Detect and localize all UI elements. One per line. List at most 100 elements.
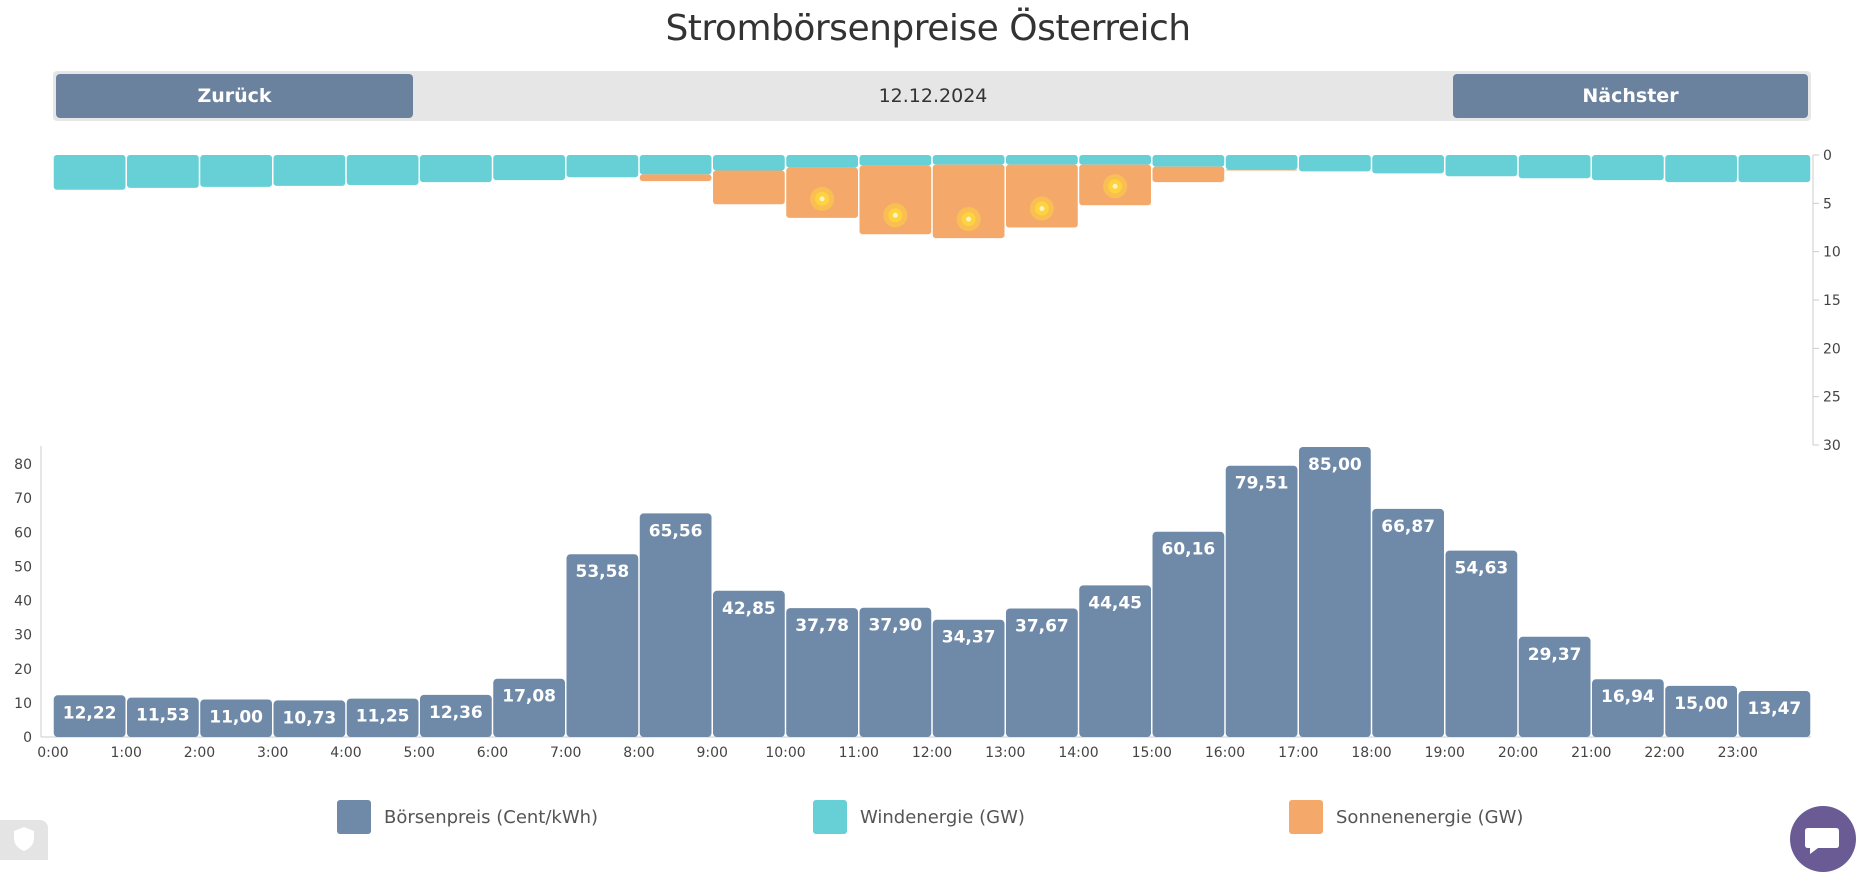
wind-bar <box>859 155 932 166</box>
price-bar <box>1152 531 1225 737</box>
wind-bar <box>127 155 199 188</box>
price-bar <box>420 694 492 737</box>
shield-icon <box>14 827 34 851</box>
price-bar <box>639 513 712 737</box>
legend-item-price[interactable]: Börsenpreis (Cent/kWh) <box>337 800 598 834</box>
price-data-label: 11,53 <box>136 706 190 726</box>
price-data-label: 54,63 <box>1454 559 1508 579</box>
generation-y-tick-label: 15 <box>1823 293 1841 309</box>
legend-item-wind[interactable]: Windenergie (GW) <box>813 800 1025 834</box>
price-data-label: 53,58 <box>575 562 629 582</box>
price-bar <box>1079 585 1151 737</box>
wind-bar <box>932 155 1005 165</box>
sun-icon-center <box>1112 183 1118 189</box>
x-tick-label: 13:00 <box>985 745 1025 761</box>
legend-swatch-price <box>337 800 371 834</box>
x-tick-label: 10:00 <box>765 745 805 761</box>
x-tick-label: 23:00 <box>1718 745 1758 761</box>
cookie-settings-button[interactable] <box>0 820 48 860</box>
price-bar <box>493 678 565 737</box>
price-data-label: 37,78 <box>795 616 849 636</box>
x-tick-label: 15:00 <box>1132 745 1172 761</box>
generation-y-tick-label: 10 <box>1823 245 1841 261</box>
x-tick-label: 19:00 <box>1425 745 1465 761</box>
price-bar <box>566 554 639 737</box>
price-bar <box>1372 508 1444 737</box>
x-tick-label: 17:00 <box>1278 745 1318 761</box>
generation-y-tick-label: 0 <box>1823 148 1832 164</box>
price-y-tick-label: 60 <box>14 525 32 541</box>
price-data-label: 15,00 <box>1674 694 1728 714</box>
x-tick-label: 12:00 <box>912 745 952 761</box>
wind-bar <box>1225 155 1298 170</box>
price-y-tick-label: 10 <box>14 696 32 712</box>
price-data-label: 12,22 <box>63 703 117 723</box>
x-tick-label: 9:00 <box>697 745 728 761</box>
sun-icon-center <box>966 216 972 222</box>
price-y-tick-label: 20 <box>14 662 32 678</box>
chat-icon <box>1805 828 1839 854</box>
wind-bar <box>1738 155 1811 183</box>
wind-bar <box>420 155 492 183</box>
legend-swatch-solar <box>1289 800 1323 834</box>
price-bar <box>713 590 785 737</box>
x-tick-label: 14:00 <box>1058 745 1098 761</box>
price-data-label: 13,47 <box>1747 699 1801 719</box>
next-day-button[interactable]: Nächster <box>1453 74 1808 118</box>
price-data-label: 85,00 <box>1308 455 1362 475</box>
price-bar <box>786 608 858 737</box>
solar-bar <box>713 170 785 205</box>
price-bar <box>1665 685 1737 737</box>
price-data-label: 79,51 <box>1235 474 1289 494</box>
price-data-label: 10,73 <box>282 708 336 728</box>
x-tick-label: 21:00 <box>1571 745 1611 761</box>
wind-bar <box>566 155 639 178</box>
wind-bar <box>493 155 565 181</box>
price-bar <box>1445 550 1518 737</box>
wind-bar <box>1006 155 1078 165</box>
solar-bar <box>1152 166 1225 183</box>
generation-y-tick-label: 5 <box>1823 196 1832 212</box>
price-y-tick-label: 70 <box>14 491 32 507</box>
legend-label-solar: Sonnenenergie (GW) <box>1336 806 1524 828</box>
price-bar <box>273 700 346 737</box>
price-bar <box>932 619 1005 737</box>
legend-swatch-wind <box>813 800 847 834</box>
x-tick-label: 22:00 <box>1644 745 1684 761</box>
wind-bar <box>1665 155 1737 183</box>
x-tick-label: 7:00 <box>550 745 581 761</box>
x-tick-label: 11:00 <box>839 745 879 761</box>
price-data-label: 37,90 <box>868 616 922 636</box>
price-data-label: 66,87 <box>1381 517 1435 537</box>
price-bar <box>346 698 419 737</box>
wind-bar <box>1445 155 1518 177</box>
chat-button[interactable] <box>1790 806 1856 872</box>
price-bar <box>200 699 272 737</box>
previous-day-button[interactable]: Zurück <box>56 74 413 118</box>
price-bar <box>127 697 199 737</box>
x-tick-label: 8:00 <box>623 745 654 761</box>
solar-bar <box>1225 169 1298 171</box>
price-bar <box>1006 608 1078 737</box>
x-tick-label: 2:00 <box>184 745 215 761</box>
x-tick-label: 0:00 <box>37 745 68 761</box>
generation-y-tick-label: 20 <box>1823 341 1841 357</box>
wind-bar <box>1079 155 1151 165</box>
sun-icon-center <box>892 212 898 218</box>
x-tick-label: 18:00 <box>1351 745 1391 761</box>
sun-icon-center <box>1039 206 1045 211</box>
solar-bar <box>932 164 1005 239</box>
legend-label-wind: Windenergie (GW) <box>860 806 1025 828</box>
legend-item-solar[interactable]: Sonnenenergie (GW) <box>1289 800 1523 834</box>
price-bar <box>1592 679 1664 737</box>
wind-bar <box>53 155 126 190</box>
price-data-label: 37,67 <box>1015 616 1069 636</box>
x-tick-label: 4:00 <box>330 745 361 761</box>
price-data-label: 16,94 <box>1601 687 1655 707</box>
wind-bar <box>1372 155 1444 174</box>
wind-bar <box>273 155 346 186</box>
price-y-tick-label: 80 <box>14 457 32 473</box>
x-tick-label: 16:00 <box>1205 745 1245 761</box>
x-tick-label: 5:00 <box>404 745 435 761</box>
